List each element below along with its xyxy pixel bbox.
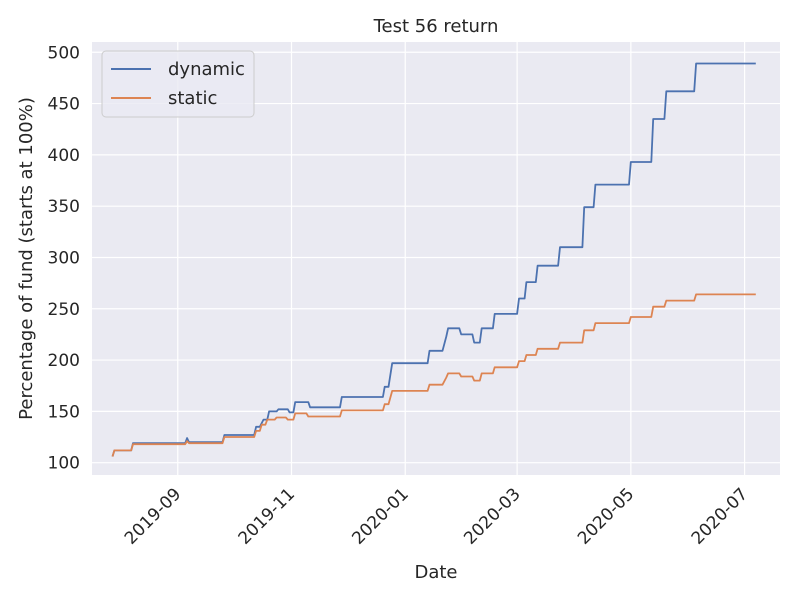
- y-axis-label: Percentage of fund (starts at 100%): [16, 97, 37, 420]
- y-tick-label: 450: [48, 95, 80, 115]
- y-tick-label: 300: [48, 248, 80, 268]
- y-tick-label: 350: [48, 197, 80, 217]
- legend-label-static: static: [168, 88, 217, 109]
- series-line-static: [111, 293, 756, 457]
- x-axis-label: Date: [414, 562, 457, 583]
- legend-box: [101, 50, 255, 118]
- y-tick-label: 100: [48, 454, 80, 474]
- series-line-dynamic: [111, 62, 756, 457]
- legend-label-dynamic: dynamic: [168, 59, 245, 80]
- legend: dynamic static: [101, 50, 255, 118]
- chart-title: Test 56 return: [373, 16, 499, 37]
- y-tick-label: 150: [48, 402, 80, 422]
- y-axis-ticks: 100 150 200 250 300 350 400 450 500: [48, 43, 80, 473]
- y-tick-label: 200: [48, 351, 80, 371]
- series-layer: [111, 62, 756, 457]
- y-tick-label: 500: [48, 43, 80, 63]
- y-tick-label: 250: [48, 300, 80, 320]
- y-tick-label: 400: [48, 146, 80, 166]
